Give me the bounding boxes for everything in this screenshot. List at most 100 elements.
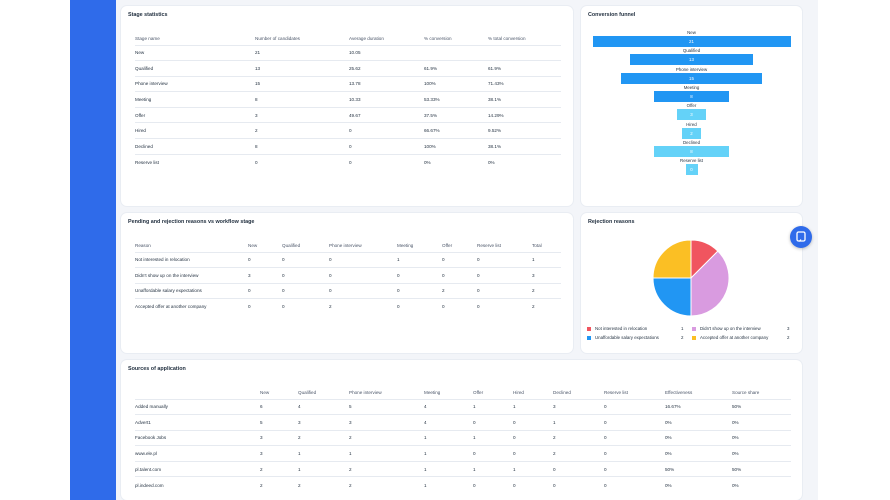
table-cell: 0% — [732, 476, 791, 493]
chat-button[interactable] — [790, 226, 812, 248]
table-cell: 0% — [665, 414, 732, 431]
table-cell: 8 — [255, 91, 349, 108]
table-cell: 0% — [732, 445, 791, 462]
table-cell: 0 — [442, 298, 477, 315]
legend-swatch — [587, 326, 591, 331]
sources-table: New Qualified Phone interview Meeting Offer H… — [135, 386, 791, 493]
table-cell: 2 — [442, 282, 477, 299]
table-cell: pl.indeed.com — [135, 476, 260, 493]
table-cell: Not interested in relocation — [135, 251, 248, 268]
pie-slice[interactable] — [690, 250, 730, 317]
column-header: Hired — [513, 389, 524, 395]
table-cell: 1 — [424, 460, 473, 477]
table-cell: 0 — [604, 398, 665, 415]
funnel-bar: 15 — [620, 72, 763, 84]
column-header: Declined — [553, 389, 571, 395]
table-cell: 0 — [397, 282, 442, 299]
table-cell: 0 — [477, 282, 532, 299]
legend-item: Unaffordable salary expectations — [587, 335, 659, 340]
table-row: pl.talent.com 2 1 2 1 1 1 0 0 50% 50% — [135, 460, 791, 477]
table-cell: 100% — [424, 138, 488, 155]
column-header: Phone interview — [349, 389, 382, 395]
pending-rejection-card: Pending and rejection reasons vs workflo… — [121, 213, 573, 353]
table-cell: 3 — [553, 398, 604, 415]
funnel-stage-label: Phone interview — [675, 66, 708, 72]
table-cell: Advert1 — [135, 414, 260, 431]
legend-label: Didn't show up on the interview — [700, 326, 761, 331]
table-cell: 0 — [248, 282, 282, 299]
chat-icon — [796, 231, 806, 242]
table-cell: 16.67% — [665, 398, 732, 415]
legend-label: Unaffordable salary expectations — [595, 335, 659, 340]
table-cell: Added manually — [135, 398, 260, 415]
table-cell: 2 — [329, 298, 397, 315]
funnel-stage-label: Offer — [686, 103, 697, 109]
funnel-stage: Qualified 13 — [581, 47, 802, 66]
table-cell: 10.05 — [349, 44, 424, 61]
table-cell: 0 — [604, 429, 665, 446]
column-header: Effectiveness — [665, 389, 693, 395]
table-cell: Unaffordable salary expectations — [135, 282, 248, 299]
table-cell: 2 — [260, 476, 298, 493]
legend-label: Accepted offer at another company — [700, 335, 769, 340]
legend-count: 3 — [787, 326, 790, 331]
table-row: Accepted offer at another company 0 0 2 0 0 0 2 — [135, 298, 561, 315]
column-header: Number of candidates — [255, 35, 300, 41]
column-header: % conversion — [424, 35, 452, 41]
table-cell: 0 — [329, 251, 397, 268]
table-cell: 3 — [260, 429, 298, 446]
table-cell: 2 — [553, 429, 604, 446]
funnel-stage-label: Reserve list — [680, 158, 703, 164]
table-cell: 0 — [255, 153, 349, 170]
table-cell: 0 — [397, 267, 442, 284]
table-cell: 1 — [424, 429, 473, 446]
stage-statistics-card: Stage statistics Stage name Number of can… — [121, 6, 573, 206]
legend-item: Accepted offer at another company — [692, 335, 768, 340]
table-cell: 2 — [553, 445, 604, 462]
table-row: Meeting 8 10.33 53.33% 38.1% — [135, 91, 561, 108]
table-cell: 0 — [349, 122, 424, 139]
table-cell — [424, 44, 488, 61]
table-cell: 15 — [255, 75, 349, 92]
table-cell: 1 — [424, 445, 473, 462]
funnel-stage-label: Qualified — [682, 48, 701, 54]
rejection-legend: Not interested in relocation 1 Didn't sh… — [581, 213, 802, 353]
table-cell: 0 — [604, 460, 665, 477]
stage-statistics-table: Stage name Number of candidates Average du… — [135, 32, 561, 170]
funnel-stage-label: Meeting — [683, 84, 700, 90]
table-cell: Phone interview — [135, 75, 255, 92]
column-header: Qualified — [298, 389, 317, 395]
table-cell: 1 — [298, 445, 349, 462]
table-row: Not interested in relocation 0 0 0 1 0 0 1 — [135, 251, 561, 268]
column-header: Reserve list — [604, 389, 628, 395]
table-row: Unaffordable salary expectations 0 0 0 0 2 0 2 — [135, 282, 561, 299]
table-cell: 50% — [732, 398, 791, 415]
table-cell: 4 — [424, 414, 473, 431]
table-cell: 0 — [553, 460, 604, 477]
table-cell: 37.5% — [424, 106, 488, 123]
table-cell: 0% — [424, 153, 488, 170]
table-cell: 0 — [513, 429, 553, 446]
table-cell: 1 — [532, 251, 561, 268]
table-cell: 1 — [473, 460, 513, 477]
rejection-reasons-card: Rejection reasons Not interested in relo… — [581, 213, 802, 353]
stage-statistics-title: Stage statistics — [128, 12, 168, 18]
table-cell: 0% — [665, 476, 732, 493]
funnel-stage: Reserve list 0 — [581, 157, 802, 176]
table-cell: 2 — [260, 460, 298, 477]
table-cell: 0 — [248, 251, 282, 268]
pie-slice[interactable] — [652, 239, 692, 279]
pending-rejection-title: Pending and rejection reasons vs workflo… — [128, 219, 255, 225]
column-header: Average duration — [349, 35, 384, 41]
legend-item: Not interested in relocation — [587, 326, 647, 331]
table-cell: 4 — [424, 398, 473, 415]
table-cell: 8 — [255, 138, 349, 155]
legend-label: Not interested in relocation — [595, 326, 648, 331]
table-cell: 0 — [604, 445, 665, 462]
table-cell: 0% — [732, 429, 791, 446]
table-cell: 61.9% — [424, 60, 488, 77]
funnel-bar: 21 — [592, 36, 791, 47]
table-cell: 0 — [473, 414, 513, 431]
pie-slice[interactable] — [652, 277, 692, 317]
table-row: Advert1 5 3 3 4 0 0 1 0 0% 0% — [135, 414, 791, 431]
